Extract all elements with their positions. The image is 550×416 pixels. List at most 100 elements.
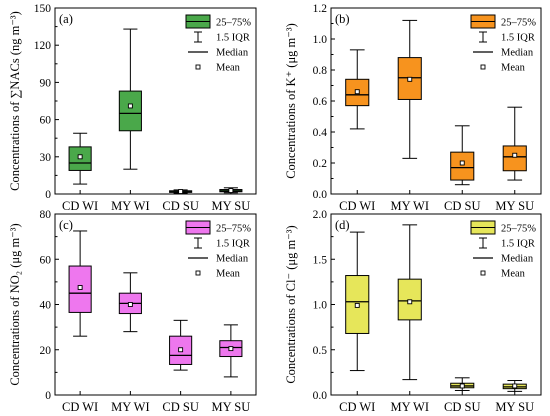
plot-frame bbox=[54, 213, 257, 396]
category-label: CD SU bbox=[444, 400, 480, 414]
legend: 25–75% 1.5 IQR Median Mean bbox=[470, 14, 536, 74]
category-label: CD WI bbox=[339, 400, 375, 414]
y-tick-label: 150 bbox=[34, 3, 52, 15]
box-cd-su bbox=[450, 125, 475, 186]
y-tick-label: 1.2 bbox=[313, 3, 328, 15]
legend-mean-symbol bbox=[195, 64, 201, 70]
y-tick-label: 1.5 bbox=[313, 254, 328, 266]
box-cd-wi bbox=[345, 49, 370, 130]
y-axis-title: Concentrations of NO₂ (μg m⁻³) bbox=[8, 223, 22, 385]
legend-label-box: 25–75% bbox=[216, 18, 251, 29]
legend-mean-symbol bbox=[480, 64, 486, 70]
legend-label-median: Median bbox=[501, 254, 534, 265]
box-cd-wi bbox=[68, 132, 92, 185]
category-label: MY WI bbox=[111, 400, 150, 414]
mean-marker bbox=[512, 152, 518, 158]
box-cd-su bbox=[450, 377, 475, 391]
legend-mean-symbol bbox=[480, 270, 486, 276]
y-tick-label: 80 bbox=[40, 209, 52, 221]
mean-marker bbox=[127, 302, 133, 307]
iqr-box bbox=[450, 151, 475, 181]
legend-mean-symbol bbox=[195, 270, 201, 276]
plot-frame bbox=[330, 7, 542, 195]
box-my-su bbox=[502, 106, 527, 181]
y-tick-label: 20 bbox=[40, 345, 52, 357]
mean-marker bbox=[178, 347, 184, 353]
y-tick-label: 60 bbox=[40, 115, 52, 127]
category-label: MY SU bbox=[211, 400, 250, 414]
panel-c: 0 20 40 60 80 CD WI MY WI CD SU MY SU (c) Concentr… bbox=[8, 209, 257, 414]
legend-label-median: Median bbox=[216, 48, 249, 59]
legend-label-box: 25–75% bbox=[501, 18, 536, 29]
panel-label: (c) bbox=[59, 218, 73, 232]
mean-marker bbox=[178, 189, 184, 194]
iqr-box bbox=[502, 145, 527, 172]
legend-label-whisker: 1.5 IQR bbox=[216, 33, 250, 44]
y-tick-label: 0.8 bbox=[313, 65, 328, 77]
box-cd-wi bbox=[68, 230, 92, 337]
category-label: CD WI bbox=[62, 199, 98, 213]
y-tick-label: 1.0 bbox=[313, 34, 328, 46]
y-tick-label: 0.0 bbox=[313, 189, 328, 201]
box-my-wi bbox=[118, 272, 142, 333]
box-my-wi bbox=[397, 224, 422, 381]
y-tick-label: 30 bbox=[40, 152, 52, 164]
y-tick-label: 0.6 bbox=[313, 96, 328, 108]
box-my-su bbox=[502, 380, 527, 392]
plot-frame bbox=[54, 7, 257, 195]
legend-label-mean: Mean bbox=[501, 63, 526, 74]
y-axis-title: Concentrations of ∑NACs (ng m⁻³) bbox=[8, 11, 22, 191]
mean-marker bbox=[77, 154, 83, 160]
legend: 25–75% 1.5 IQR Median Mean bbox=[185, 220, 251, 280]
legend-label-mean: Mean bbox=[216, 63, 241, 74]
category-label: CD WI bbox=[339, 199, 375, 213]
y-tick-label: 0.4 bbox=[313, 127, 328, 139]
y-tick-label: 0 bbox=[45, 390, 51, 402]
box-cd-wi bbox=[345, 231, 370, 372]
y-tick-label: 0.0 bbox=[313, 390, 328, 402]
panel-b: 0.0 0.2 0.4 0.6 0.8 1.0 1.2 CD WI MY WI CD SU MY S… bbox=[284, 3, 542, 213]
y-tick-label: 60 bbox=[40, 254, 52, 266]
legend: 25–75% 1.5 IQR Median Mean bbox=[185, 14, 251, 74]
mean-marker bbox=[512, 383, 518, 389]
y-tick-label: 120 bbox=[34, 40, 52, 52]
panel-label: (d) bbox=[335, 218, 350, 232]
y-tick-label: 0.2 bbox=[313, 158, 328, 170]
category-label: CD SU bbox=[444, 199, 480, 213]
legend-label-whisker: 1.5 IQR bbox=[216, 239, 250, 250]
mean-marker bbox=[228, 188, 234, 193]
category-label: MY SU bbox=[495, 199, 534, 213]
panel-d: 0.0 0.5 1.0 1.5 2.0 CD WI MY WI CD SU MY SU (d) Co… bbox=[284, 209, 542, 414]
panel-label: (b) bbox=[335, 12, 350, 26]
y-axis-title: Concentrations of K⁺ (μg m⁻³) bbox=[284, 23, 298, 179]
mean-marker bbox=[77, 285, 83, 290]
mean-marker bbox=[407, 299, 413, 305]
category-label: CD WI bbox=[62, 400, 98, 414]
category-label: MY SU bbox=[495, 400, 534, 414]
plot-frame bbox=[330, 213, 542, 396]
legend-label-whisker: 1.5 IQR bbox=[501, 33, 535, 44]
box-cd-su bbox=[169, 189, 193, 194]
y-tick-label: 90 bbox=[40, 77, 52, 89]
iqr-box bbox=[118, 90, 142, 132]
legend-label-box: 25–75% bbox=[501, 224, 536, 235]
mean-marker bbox=[459, 160, 465, 166]
category-label: MY SU bbox=[211, 199, 250, 213]
mean-marker bbox=[407, 76, 413, 82]
box-cd-su bbox=[169, 319, 193, 371]
y-tick-label: 40 bbox=[40, 300, 52, 312]
y-tick-label: 0.5 bbox=[313, 345, 328, 357]
legend-label-median: Median bbox=[501, 48, 534, 59]
box-my-su bbox=[219, 324, 243, 378]
mean-marker bbox=[127, 103, 133, 109]
box-my-wi bbox=[118, 28, 142, 170]
legend: 25–75% 1.5 IQR Median Mean bbox=[470, 220, 536, 280]
mean-marker bbox=[354, 89, 360, 95]
panel-label: (a) bbox=[59, 12, 73, 26]
category-label: MY WI bbox=[390, 199, 429, 213]
mean-marker bbox=[228, 346, 234, 352]
category-label: CD SU bbox=[162, 199, 198, 213]
y-axis-title: Concentrations of Cl⁻ (μg m⁻³) bbox=[284, 225, 298, 383]
legend-label-mean: Mean bbox=[216, 269, 241, 280]
